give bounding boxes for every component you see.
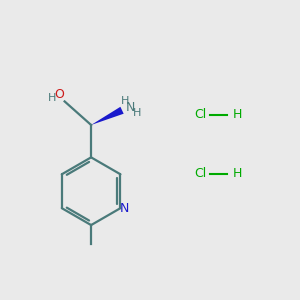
Text: Cl: Cl bbox=[194, 108, 206, 121]
Text: H: H bbox=[48, 93, 56, 103]
Text: H: H bbox=[122, 96, 130, 106]
Text: H: H bbox=[232, 108, 242, 121]
Text: Cl: Cl bbox=[194, 167, 206, 180]
Text: N: N bbox=[120, 202, 129, 215]
Text: H: H bbox=[133, 108, 142, 118]
Polygon shape bbox=[91, 107, 124, 125]
Text: O: O bbox=[54, 88, 64, 101]
Text: N: N bbox=[126, 101, 135, 114]
Text: H: H bbox=[232, 167, 242, 180]
